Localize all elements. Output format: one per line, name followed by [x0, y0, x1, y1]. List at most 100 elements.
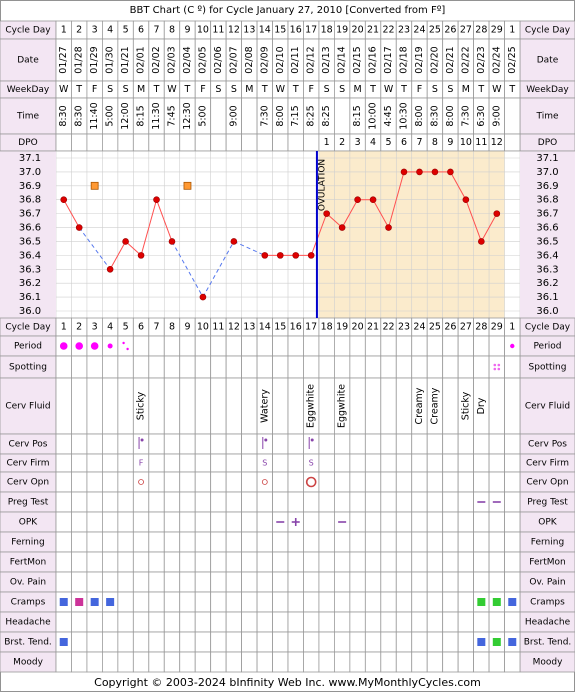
- grid-cell: [256, 571, 273, 593]
- grid-cell: [426, 355, 444, 379]
- grid-cell: [272, 355, 289, 379]
- grid-cell: [349, 335, 366, 357]
- date-label: 02/12: [306, 46, 317, 73]
- grid-cell: [303, 511, 320, 533]
- grid-cell: [210, 571, 227, 593]
- cycle-day-label: 27: [460, 25, 472, 36]
- grid-cell: [287, 133, 304, 152]
- grid-cell: [71, 377, 88, 435]
- grid-cell: [225, 611, 242, 633]
- cycle-day-label-bottom: 4: [107, 322, 113, 333]
- cycle-day-label-bottom: 23: [398, 322, 410, 333]
- temp-point: [122, 238, 129, 245]
- grid-cell: [163, 377, 181, 435]
- grid-cell: [303, 471, 320, 493]
- grid-cell: [426, 591, 444, 613]
- temp-point: [338, 224, 346, 231]
- cycle-day-label: 23: [398, 25, 410, 36]
- grid-cell: [148, 571, 165, 593]
- grid-cell: [504, 611, 521, 633]
- grid-cell: [287, 453, 304, 473]
- dpo-label: 12: [491, 137, 503, 148]
- weekday-label: T: [261, 84, 268, 95]
- temp-point: [60, 196, 68, 204]
- row-label-headache: Headache: [5, 618, 51, 628]
- grid-cell: [411, 453, 428, 473]
- grid-cell: [132, 531, 150, 553]
- grid-cell: [102, 531, 119, 553]
- grid-cell: [473, 355, 490, 379]
- grid-cell: [303, 355, 320, 379]
- grid-cell: [426, 531, 444, 553]
- grid-cell: [488, 355, 505, 379]
- grid-cell: [71, 355, 88, 379]
- grid-cell: [395, 491, 413, 513]
- cycle-day-label-bottom: 28: [475, 322, 487, 333]
- grid-cell: [349, 651, 366, 673]
- row-label-cramps: Cramps: [11, 598, 46, 608]
- temp-line-segment: [233, 240, 266, 256]
- grid-cell: [504, 355, 521, 379]
- grid-cell: [411, 551, 428, 573]
- grid-cell: [241, 433, 258, 455]
- temp-point: [447, 168, 454, 176]
- grid-cell: [102, 491, 119, 513]
- weekday-label: T: [477, 84, 484, 95]
- grid-cell: [256, 651, 273, 673]
- grid-cell: [210, 611, 227, 633]
- grid-cell: [442, 511, 459, 533]
- cycle-day-label-bottom: 27: [460, 322, 472, 333]
- cycle-day-label: 26: [444, 25, 456, 36]
- grid-cell: [333, 453, 351, 473]
- weekday-label: M: [137, 84, 145, 95]
- time-label: 12:30: [182, 102, 193, 129]
- grid-cell: [148, 491, 165, 513]
- grid-cell: [71, 433, 88, 455]
- grid-cell: [132, 133, 150, 152]
- grid-cell: [71, 531, 88, 553]
- grid-cell: [194, 611, 212, 633]
- grid-cell: [380, 571, 397, 593]
- row-label-opk: OPK: [19, 518, 39, 528]
- row-label-period: Period: [14, 342, 42, 352]
- temp-line-segment: [140, 199, 158, 256]
- grid-cell: [395, 631, 413, 653]
- grid-cell: [194, 471, 212, 493]
- grid-cell: [473, 433, 490, 455]
- grid-cell: [349, 453, 366, 473]
- date-label: 02/19: [414, 46, 425, 73]
- weekday-label: W: [384, 84, 394, 95]
- row-label-moody: Moody: [13, 658, 43, 668]
- row-label-cycle_day-right: Cycle Day: [525, 323, 571, 333]
- cerv-fluid-label: Creamy: [429, 387, 440, 424]
- grid-cell: [364, 531, 382, 553]
- grid-cell: [71, 133, 88, 152]
- grid-cell: [473, 611, 490, 633]
- temp-line-segment: [78, 227, 111, 270]
- grid-cell: [349, 531, 366, 553]
- date-label: 02/11: [290, 46, 301, 73]
- grid-cell: [318, 433, 335, 455]
- time-label: 11:30: [151, 102, 162, 129]
- dpo-label: 3: [355, 137, 361, 148]
- grid-cell: [117, 355, 134, 379]
- temp-point: [478, 238, 485, 245]
- grid-cell: [318, 551, 335, 573]
- grid-cell: [426, 571, 444, 593]
- grid-cell: [148, 335, 165, 357]
- row-label-preg_test: Preg Test: [8, 498, 49, 508]
- time-label: 8:00: [275, 105, 286, 126]
- grid-cell: [86, 631, 103, 653]
- cerv-fluid-label: Dry: [476, 397, 487, 414]
- grid-cell: [71, 651, 88, 673]
- grid-cell: [395, 471, 413, 493]
- y-tick-left-label: 36.5: [19, 236, 41, 247]
- time-label: 8:30: [58, 105, 69, 126]
- follicular-background: [56, 151, 319, 318]
- grid-cell: [225, 491, 242, 513]
- grid-cell: [132, 591, 150, 613]
- weekday-label: W: [276, 84, 286, 95]
- grid-cell: [272, 377, 289, 435]
- grid-cell: [163, 651, 181, 673]
- grid-cell: [287, 355, 304, 379]
